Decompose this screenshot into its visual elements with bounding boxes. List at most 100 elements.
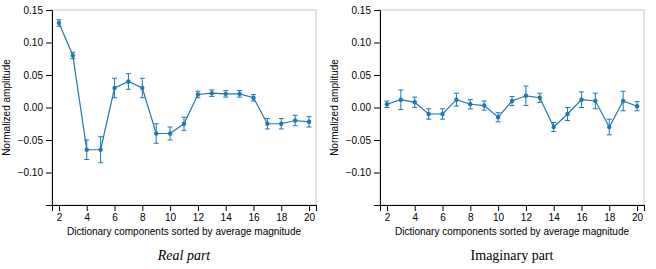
error-bar-cap [182,117,187,118]
error-bar-cap [126,89,131,90]
x-tick-group: 18 [604,205,616,223]
y-tick-label: 0.10 [352,37,372,48]
error-bar-cap [168,140,173,141]
x-tick-group: 4 [84,205,90,223]
error-bar-cap [84,159,89,160]
error-bar-cap [551,131,556,132]
x-tick-label: 20 [304,212,316,223]
x-tick [253,205,254,211]
error-bar-cap [182,130,187,131]
point [265,122,269,126]
x-tick-group: 8 [140,205,146,223]
x-tick-group: 20 [304,205,316,223]
x-axis-title: Dictionary components sorted by average … [67,226,301,237]
error-bar-cap [635,101,640,102]
error-bar-cap [482,101,487,102]
plot-area [384,86,639,135]
x-tick-group: 12 [193,205,205,223]
x-tick [415,205,416,211]
x-tick [443,205,444,211]
error-bar-cap [384,101,389,102]
plot-frame [380,10,644,205]
error-bar-cap [293,115,298,116]
y-tick-group: −0.10 [18,167,52,178]
point [454,98,458,102]
x-tick [59,205,60,211]
error-bar-cap [98,136,103,137]
error-bar-cap [412,107,417,108]
series-line [59,23,309,150]
x-tick [470,205,471,211]
point [126,79,130,83]
y-tick-group: 0.10 [352,37,380,48]
series [384,86,639,135]
error-bar-cap [154,143,159,144]
x-tick-group: 12 [521,205,533,223]
error-bar-cap [279,128,284,129]
error-bar-cap [307,116,312,117]
point [510,99,514,103]
point [385,102,389,106]
x-tick-label: 2 [385,212,391,223]
y-tick-label: 0.00 [352,102,372,113]
error-bar-cap [265,118,270,119]
x-tick [581,205,582,211]
x-tick [226,205,227,211]
point [621,99,625,103]
x-tick-group: 18 [276,205,288,223]
y-tick-label: −0.10 [18,167,44,178]
x-tick-group: 10 [493,205,505,223]
point [112,86,116,90]
x-tick-group: 14 [221,205,233,223]
x-axis-line [53,206,317,212]
point [71,53,75,57]
point [279,122,283,126]
x-tick [387,205,388,211]
error-bar-cap [579,107,584,108]
x-tick-label: 6 [440,212,446,223]
y-axis-title: Normalized amplitude [329,59,340,156]
error-bar-cap [237,97,242,98]
x-tick-group: 16 [576,205,588,223]
y-tick [46,43,52,44]
point [182,122,186,126]
x-tick-group: 20 [632,205,644,223]
x-tick [554,205,555,211]
point [593,99,597,103]
x-tick-group: 8 [468,205,474,223]
x-tick [87,205,88,211]
x-tick [637,205,638,211]
x-tick [609,205,610,211]
error-bar-cap [154,123,159,124]
x-axis-line [381,206,645,212]
point [85,148,89,152]
point [551,125,555,129]
point [496,115,500,119]
x-tick-label: 12 [193,212,205,223]
error-bar-cap [140,78,145,79]
x-tick-label: 4 [84,212,90,223]
error-bar-cap [412,97,417,98]
error-bar-cap [565,107,570,108]
error-bar-cap [593,108,598,109]
y-tick [374,140,380,141]
error-bar-cap [195,91,200,92]
y-axis-line [374,11,381,206]
x-tick [309,205,310,211]
y-tick-label: 0.05 [24,70,44,81]
point [524,94,528,98]
x-tick [115,205,116,211]
error-bar-cap [523,105,528,106]
x-tick [498,205,499,211]
point [196,92,200,96]
point [57,21,61,25]
x-tick-label: 16 [248,212,260,223]
error-bar-cap [496,121,501,122]
x-tick-label: 10 [165,212,177,223]
x-tick [198,205,199,211]
y-tick-group: 0.05 [352,70,380,81]
y-axis: −0.10−0.050.000.050.100.15 [18,5,53,206]
panel: 2468101214161820−0.10−0.050.000.050.100.… [329,5,645,264]
error-bar-cap [293,125,298,126]
x-tick-label: 4 [412,212,418,223]
